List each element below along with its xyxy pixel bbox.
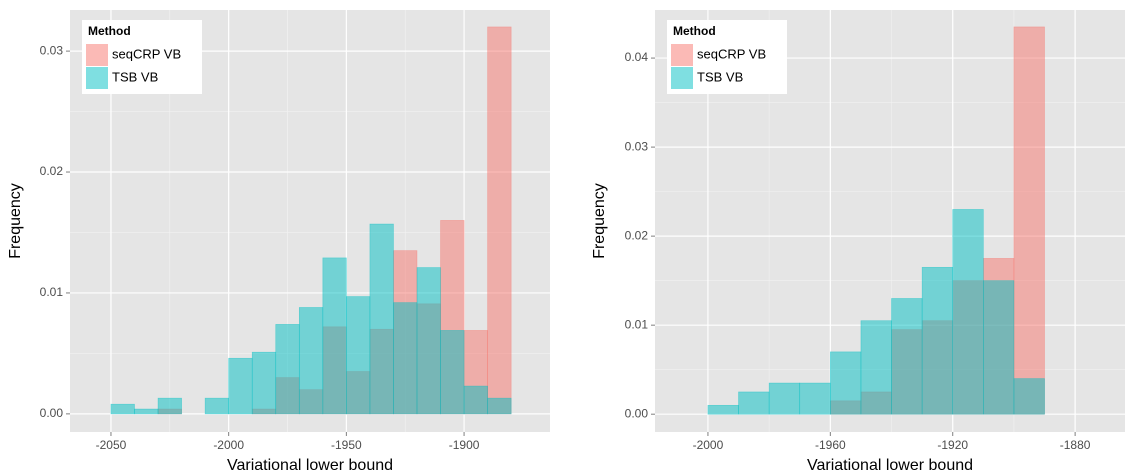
y-axis-title: Frequency — [591, 183, 608, 259]
panel: 0.00 0.01 0.02 0.03 -2050 -2000 -1950 -1900 Vari… — [7, 10, 550, 474]
bar — [1013, 378, 1045, 415]
x-tick-label: -2000 — [693, 438, 724, 452]
legend-label: seqCRP VB — [112, 46, 181, 61]
legend-label: TSB VB — [697, 69, 743, 84]
bar — [369, 223, 394, 415]
bar — [707, 404, 739, 415]
y-tick-label: 0.04 — [625, 50, 649, 64]
x-tick-label: -1960 — [815, 438, 846, 452]
bar — [298, 307, 324, 415]
x-tick-label: -2000 — [213, 438, 244, 452]
bar — [393, 302, 418, 415]
bar — [275, 324, 300, 415]
legend-swatch — [86, 67, 108, 89]
x-tick-label: -2050 — [96, 438, 127, 452]
bar — [346, 296, 371, 415]
legend-label: seqCRP VB — [697, 46, 766, 61]
legend-swatch — [671, 44, 693, 66]
bar — [921, 266, 954, 415]
bar — [416, 267, 441, 415]
bar — [487, 397, 512, 415]
y-tick-label: 0.03 — [625, 139, 649, 153]
x-tick-label: -1880 — [1060, 438, 1091, 452]
x-axis-title: Variational lower bound — [227, 457, 393, 474]
bar — [134, 408, 159, 415]
bar — [463, 385, 488, 415]
bar — [440, 330, 465, 415]
x-tick-label: -1920 — [937, 438, 968, 452]
bar — [157, 397, 182, 415]
x-tick-label: -1950 — [331, 438, 362, 452]
y-tick-label: 0.01 — [40, 285, 64, 299]
bar — [228, 357, 253, 415]
y-tick-label: 0.00 — [40, 406, 64, 420]
legend-swatch — [671, 67, 693, 89]
y-tick-label: 0.00 — [625, 406, 649, 420]
bar — [322, 257, 347, 415]
bar — [110, 403, 135, 415]
legend-title: Method — [88, 24, 131, 38]
legend-title: Method — [673, 24, 716, 38]
bar — [768, 382, 801, 415]
bar — [251, 351, 277, 415]
bar — [487, 26, 512, 415]
bar — [204, 397, 229, 415]
x-axis-title: Variational lower bound — [807, 457, 973, 474]
bar — [952, 209, 984, 415]
y-tick-label: 0.01 — [625, 317, 649, 331]
y-tick-label: 0.02 — [40, 164, 64, 178]
legend-swatch — [86, 44, 108, 66]
bar — [799, 382, 831, 415]
bar — [891, 298, 923, 415]
bar — [983, 280, 1015, 415]
y-tick-label: 0.03 — [40, 43, 64, 57]
legend-label: TSB VB — [112, 69, 158, 84]
bar — [738, 391, 770, 415]
x-tick-label: -1900 — [449, 438, 480, 452]
panel: 0.00 0.01 0.02 0.03 0.04 -2000 -1960 -1920 -1880… — [591, 10, 1125, 474]
bar — [1013, 26, 1045, 415]
y-tick-label: 0.02 — [625, 228, 649, 242]
bar — [830, 351, 862, 415]
bar — [860, 320, 892, 415]
y-axis-title: Frequency — [7, 183, 24, 259]
